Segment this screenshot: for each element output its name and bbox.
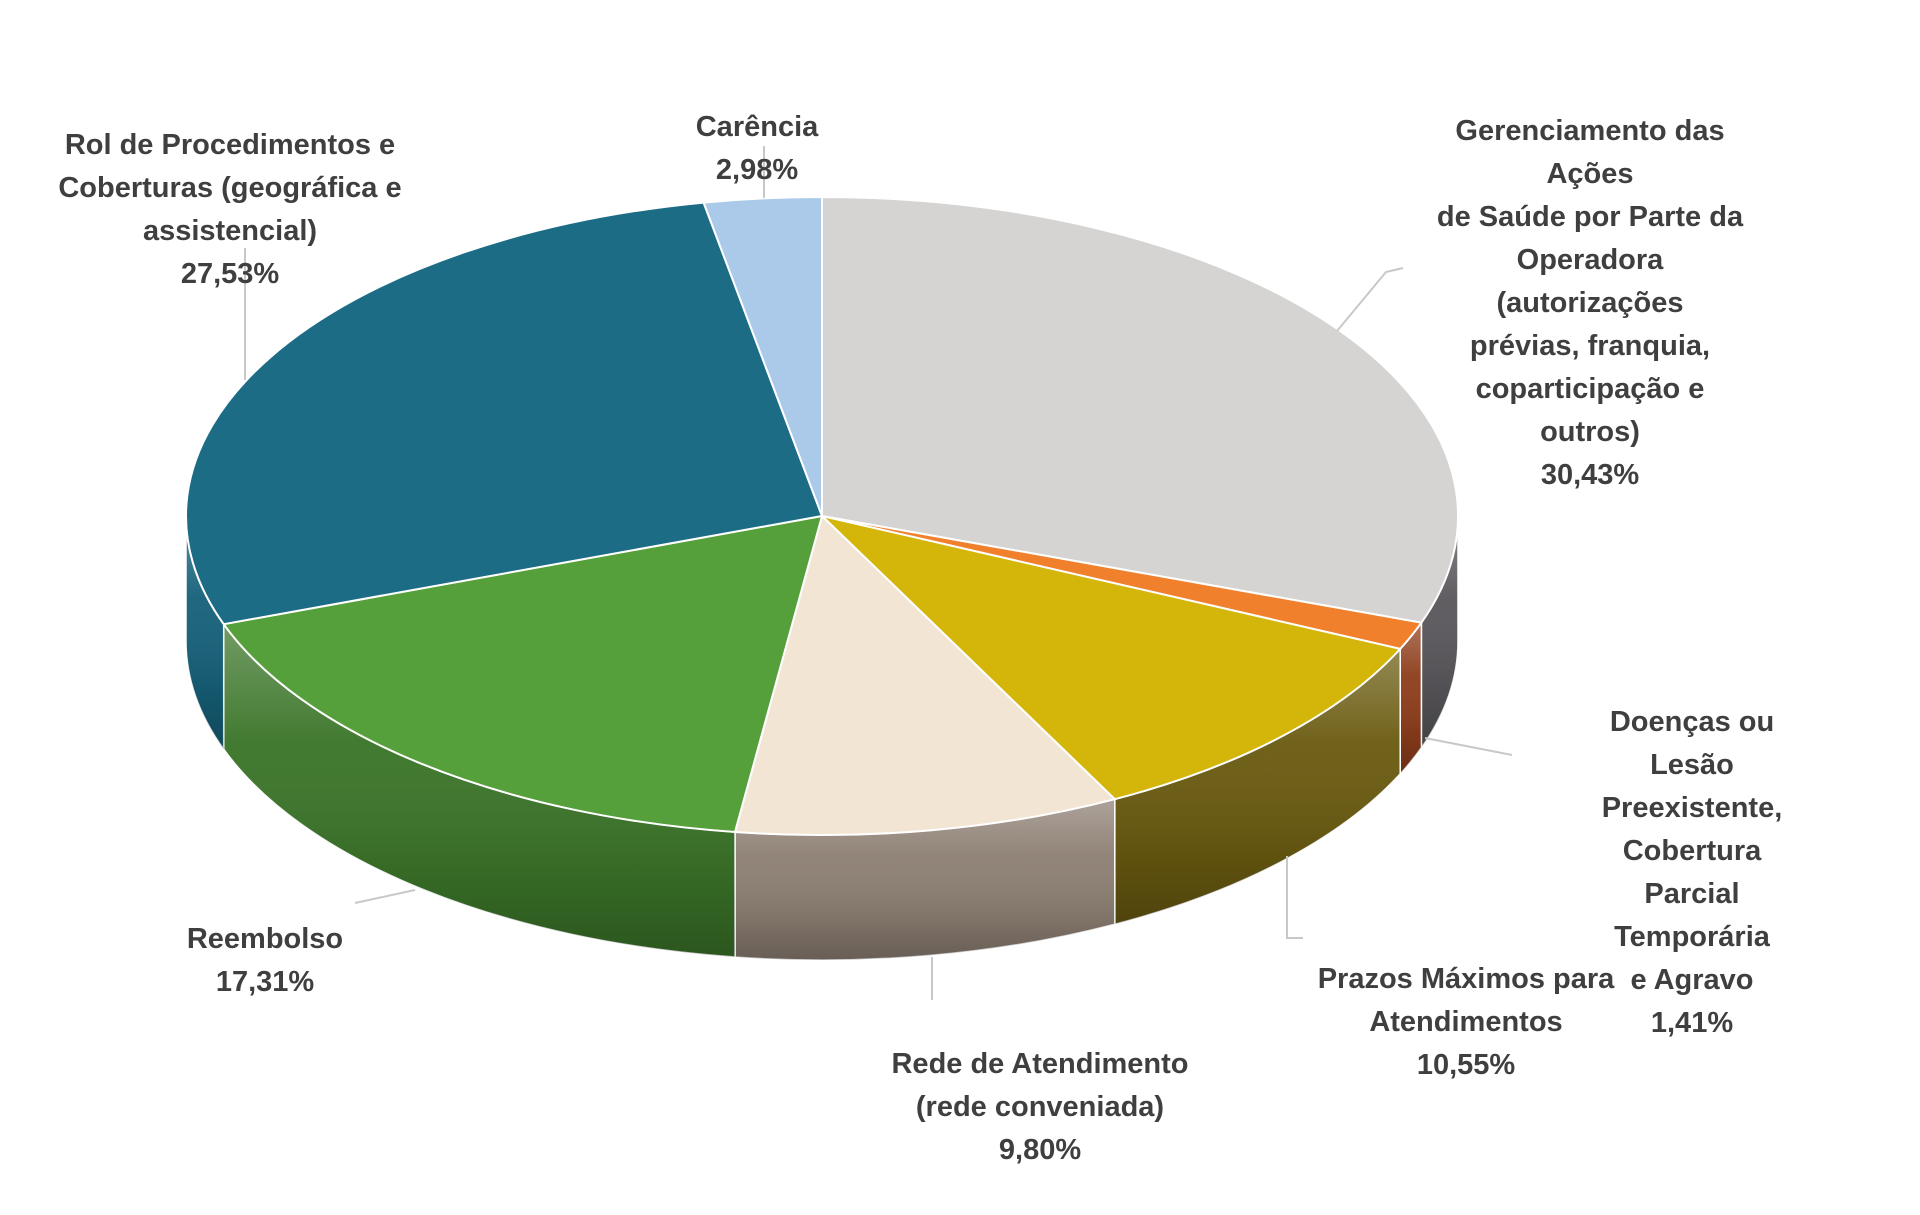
slice-label-reembolso-percent: 17,31% xyxy=(215,966,315,998)
slice-label-reembolso: Reembolso 17,31% xyxy=(187,875,343,1047)
leader-line-prazos xyxy=(1286,856,1303,939)
slice-label-gerenciamento: Gerenciamento das Ações de Saúde por Par… xyxy=(1425,67,1755,540)
slice-label-rol-percent: 27,53% xyxy=(180,258,280,290)
pie-slice-6-top xyxy=(702,196,823,517)
slice-label-rol: Rol de Procedimentos e Coberturas (geogr… xyxy=(58,81,401,339)
slice-label-gerenciamento-text: Gerenciamento das Ações de Saúde por Par… xyxy=(1436,115,1744,448)
slice-label-carencia-percent: 2,98% xyxy=(715,154,799,186)
pie-slice-3-side-shade xyxy=(735,799,1115,961)
leader-line-doencas xyxy=(1424,737,1513,756)
slice-label-rede: Rede de Atendimento (rede conveniada) 9,… xyxy=(891,1000,1188,1215)
slice-label-doencas-percent: 1,41% xyxy=(1650,1007,1734,1039)
slice-label-doencas-text: Doenças ou Lesão Preexistente, Cobertura… xyxy=(1601,706,1783,996)
pie-slice-1-side-shade xyxy=(1400,622,1422,774)
slice-label-prazos: Prazos Máximos para Atendimentos 10,55% xyxy=(1318,915,1615,1130)
leader-lines xyxy=(244,146,1513,1000)
slice-label-prazos-percent: 10,55% xyxy=(1416,1049,1516,1081)
leader-line-gerenciamento xyxy=(1336,267,1404,332)
pie-slice-4-side-shade xyxy=(223,624,735,957)
pie-slice-5-side-shade xyxy=(186,516,224,750)
slice-label-gerenciamento-percent: 30,43% xyxy=(1540,459,1640,491)
pie-slice-0-top xyxy=(821,196,1459,624)
pie-slice-4-top xyxy=(222,515,823,833)
slice-label-rede-text: Rede de Atendimento (rede conveniada) xyxy=(891,1048,1189,1123)
slice-label-carencia: Carência 2,98% xyxy=(696,63,819,235)
leader-line-reembolso xyxy=(354,889,416,904)
pie-chart-figure: Rol de Procedimentos e Coberturas (geogr… xyxy=(58,63,1806,1166)
slice-label-prazos-text: Prazos Máximos para Atendimentos xyxy=(1317,963,1615,1038)
slice-label-reembolso-text: Reembolso xyxy=(186,923,344,955)
pie-slice-2-top xyxy=(821,515,1402,801)
pie-slice-5-top xyxy=(185,201,823,626)
pie-3d-sides xyxy=(185,515,1459,961)
pie-3d-top-faces xyxy=(185,196,1459,836)
pie-slice-2-side-shade xyxy=(1114,648,1401,925)
slice-label-rol-text: Rol de Procedimentos e Coberturas (geogr… xyxy=(58,129,402,247)
pie-slice-3-top xyxy=(734,515,1116,836)
pie-slice-0-side-shade xyxy=(1421,516,1458,748)
slice-label-carencia-text: Carência xyxy=(695,111,819,143)
slice-label-rede-percent: 9,80% xyxy=(998,1134,1082,1166)
slice-label-doencas: Doenças ou Lesão Preexistente, Cobertura… xyxy=(1578,658,1806,1088)
pie-3d-canvas xyxy=(185,146,1513,1000)
